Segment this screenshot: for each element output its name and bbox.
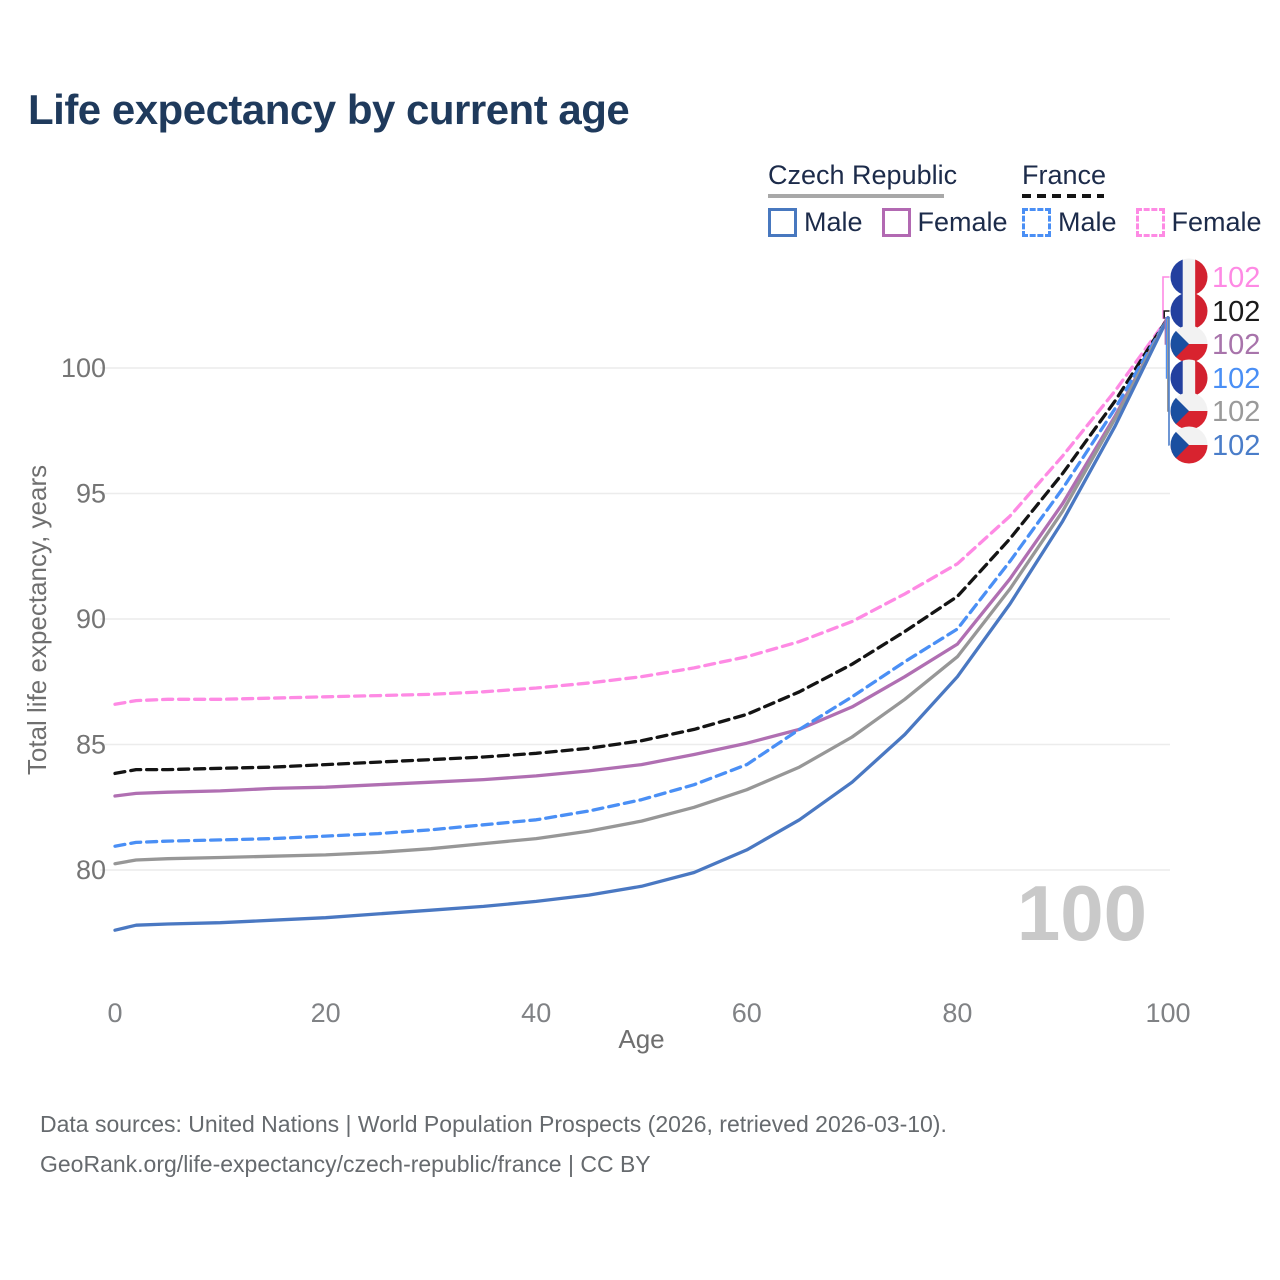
czech-republic-flag-icon [1170,426,1208,464]
x-tick-label-100: 100 [1145,998,1190,1028]
legend-header-france: France [1022,160,1107,190]
y-tick-label-90: 90 [76,604,106,634]
legend-line-sample-czech [768,194,944,198]
end-value-label-czech-republic-male: 102 [1212,430,1260,462]
legend: Czech Republic Male Female France Male [0,0,1280,250]
y-tick-label-95: 95 [76,479,106,509]
legend-item-czech-female[interactable]: Female [881,207,1008,238]
legend-group-france: France Male Female [1022,160,1280,238]
czech-republic-flag-icon [1170,392,1208,430]
france-flag-icon [1170,359,1208,397]
x-axis-title: Age [618,1024,664,1054]
legend-item-france-male[interactable]: Male [1022,207,1117,238]
y-tick-label-85: 85 [76,730,106,760]
footer: Data sources: United Nations | World Pop… [40,1104,947,1184]
france-flag-icon [1170,258,1208,296]
x-tick-label-80: 80 [942,998,972,1028]
x-tick-label-40: 40 [521,998,551,1028]
czech-male-swatch-icon [768,208,797,237]
france-flag-icon [1170,292,1208,330]
legend-group-czech-republic: Czech Republic Male Female [768,160,1027,238]
series-line-france-total [113,316,1170,776]
data-sources-text: Data sources: United Nations | World Pop… [40,1111,947,1137]
x-tick-label-60: 60 [732,998,762,1028]
france-female-swatch-icon [1135,208,1165,237]
czech-republic-flag-icon [1170,325,1208,363]
end-value-label-france-female: 102 [1212,262,1260,294]
source-url-text[interactable]: GeoRank.org/life-expectancy/czech-republ… [40,1151,651,1177]
legend-item-czech-male[interactable]: Male [768,207,863,238]
x-tick-label-0: 0 [107,998,122,1028]
y-tick-label-100: 100 [61,353,106,383]
y-axis-title: Total life expectancy, years [22,465,52,775]
series-line-czech-republic-female [113,316,1170,798]
france-male-swatch-icon [1022,208,1051,237]
legend-item-france-female[interactable]: Female [1135,207,1262,238]
series-line-czech-republic-total [113,316,1170,866]
end-value-label-czech-republic-female: 102 [1212,329,1260,361]
legend-item-label: Male [1058,207,1117,237]
czech-female-swatch-icon [881,208,911,237]
legend-line-sample-france [1022,194,1104,198]
series-line-france-female [113,316,1170,706]
age-watermark: 100 [1017,869,1147,957]
chart-title: Life expectancy by current age [28,86,630,133]
y-tick-label-80: 80 [76,855,106,885]
end-value-label-france-total: 102 [1212,296,1260,328]
series-line-czech-republic-male [113,316,1170,932]
end-value-label-czech-republic-total: 102 [1212,396,1260,428]
x-tick-label-20: 20 [311,998,341,1028]
legend-header-czech-republic: Czech Republic [768,160,958,190]
legend-item-label: Male [804,207,863,237]
leader-line-czech-republic-male [1167,317,1170,446]
end-value-label-france-male: 102 [1212,363,1260,395]
legend-item-label: Female [1171,207,1262,237]
legend-item-label: Female [917,207,1008,237]
series-line-france-male [113,316,1170,848]
